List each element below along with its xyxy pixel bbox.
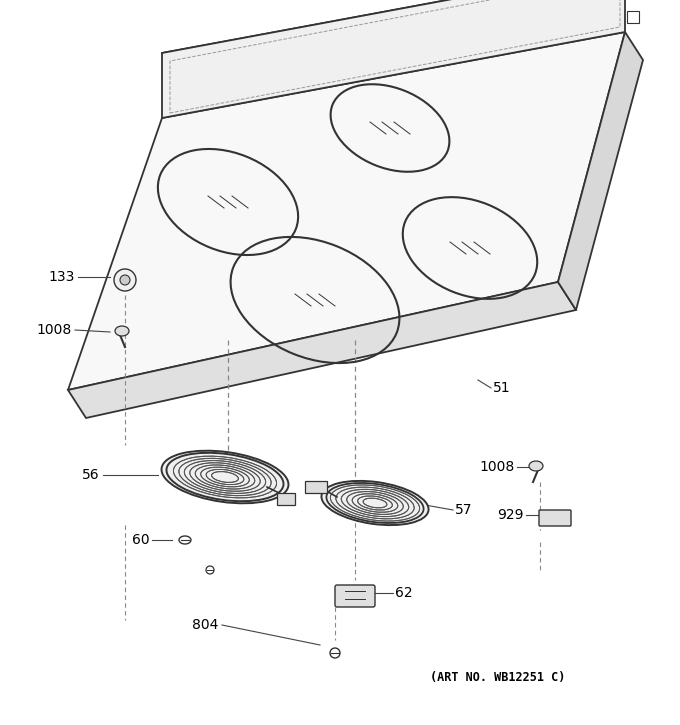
Ellipse shape	[115, 326, 129, 336]
Polygon shape	[162, 0, 625, 118]
Text: (ART NO. WB12251 C): (ART NO. WB12251 C)	[430, 671, 565, 684]
Ellipse shape	[529, 461, 543, 471]
Polygon shape	[68, 282, 576, 418]
Bar	[277, 493, 295, 505]
Text: 56: 56	[82, 468, 100, 482]
Text: 60: 60	[133, 533, 150, 547]
Text: 1008: 1008	[480, 460, 515, 474]
Ellipse shape	[114, 269, 136, 291]
Text: 51: 51	[493, 381, 511, 395]
Ellipse shape	[322, 481, 428, 525]
Polygon shape	[558, 32, 643, 310]
Ellipse shape	[120, 275, 130, 285]
Polygon shape	[68, 32, 625, 390]
Bar	[305, 481, 327, 493]
Text: 133: 133	[49, 270, 75, 284]
Text: 62: 62	[395, 586, 413, 600]
Bar	[627, 11, 639, 23]
Ellipse shape	[162, 451, 288, 503]
Text: 1008: 1008	[37, 323, 72, 337]
Text: 57: 57	[455, 503, 473, 517]
Text: 804: 804	[192, 618, 218, 632]
FancyBboxPatch shape	[539, 510, 571, 526]
Text: 929: 929	[498, 508, 524, 522]
FancyBboxPatch shape	[335, 585, 375, 607]
